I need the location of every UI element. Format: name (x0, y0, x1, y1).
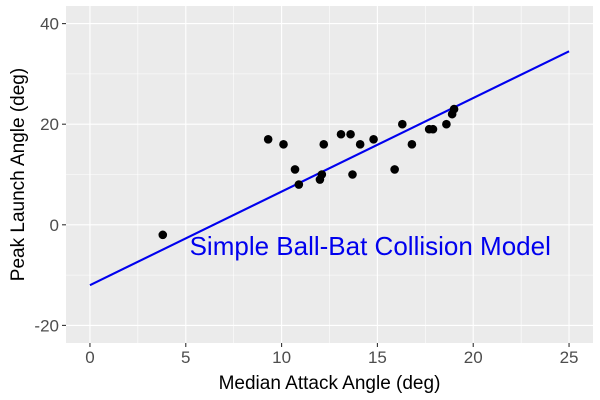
y-axis-title: Peak Launch Angle (deg) (8, 68, 29, 281)
data-point (348, 170, 357, 179)
chart-annotation: Simple Ball-Bat Collision Model (190, 231, 551, 261)
x-tick-label: 15 (368, 348, 387, 367)
y-tick-label: -20 (34, 316, 59, 335)
data-point (346, 129, 355, 139)
y-tick-label: 40 (40, 15, 59, 34)
data-point (407, 140, 417, 149)
x-axis-title: Median Attack Angle (deg) (219, 373, 441, 394)
x-tick-label: 25 (560, 348, 579, 367)
data-point (290, 165, 300, 174)
points-layer (158, 104, 459, 240)
data-point (449, 104, 459, 114)
y-tick-label: 20 (40, 115, 59, 134)
fit-line-layer (89, 50, 570, 287)
x-tick-label: 5 (181, 348, 190, 367)
fit-line (89, 50, 570, 287)
x-tick-label: 10 (272, 348, 291, 367)
data-point (398, 119, 407, 129)
data-point (279, 140, 288, 149)
data-point (442, 119, 451, 129)
x-tick-label: 20 (464, 348, 483, 367)
data-point (369, 134, 378, 144)
data-point (336, 129, 346, 139)
data-point (263, 134, 273, 144)
grid (66, 6, 593, 343)
data-point (319, 140, 329, 149)
data-point (317, 170, 327, 179)
y-tick-label: 0 (50, 216, 59, 235)
data-point (294, 180, 304, 189)
data-point (390, 165, 399, 174)
data-point (355, 140, 365, 149)
x-tick-label: 0 (85, 348, 94, 367)
data-point (428, 124, 438, 134)
data-point (158, 230, 168, 240)
annotation-layer: Simple Ball-Bat Collision Model (190, 231, 551, 261)
axes: 0 5 10 15 20 25 -20 0 20 40 (34, 15, 578, 367)
